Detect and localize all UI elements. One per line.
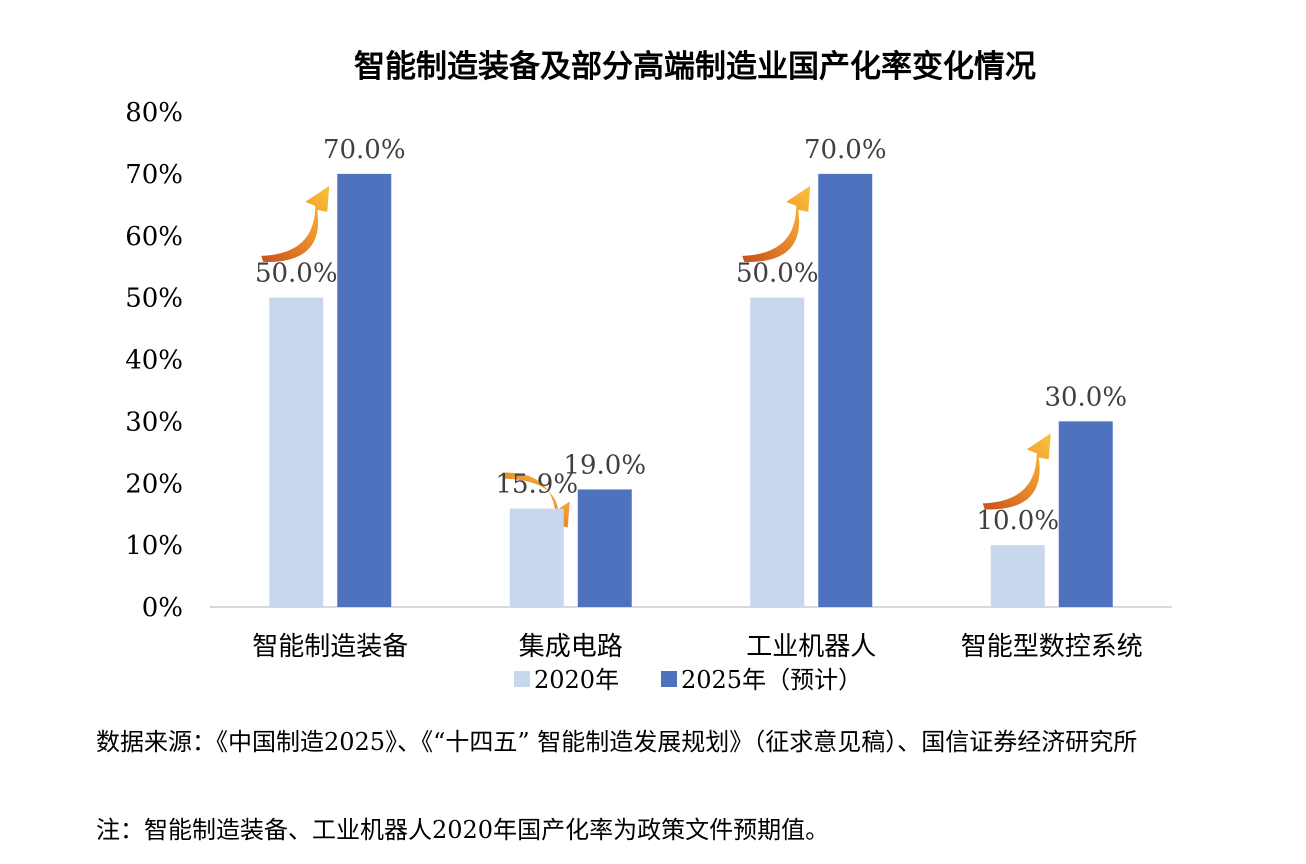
y-axis: 0% 10% 20% 30% 40% 50% 60% 70% 80%	[125, 98, 183, 623]
x-tick-label: 智能型数控系统	[961, 632, 1143, 662]
x-axis: 智能制造装备 集成电路 工业机器人 智能型数控系统	[252, 632, 1143, 662]
data-label: 30.0%	[1044, 382, 1127, 412]
data-label: 15.9%	[495, 470, 578, 500]
chart-title: 智能制造装备及部分高端制造业国产化率变化情况	[354, 49, 1036, 85]
bar-series1	[750, 297, 805, 607]
legend-swatch	[661, 671, 677, 687]
y-tick-label: 70%	[125, 160, 183, 190]
data-label: 70.0%	[323, 135, 406, 165]
y-tick-label: 40%	[125, 346, 183, 376]
bar-chart: 智能制造装备及部分高端制造业国产化率变化情况 0% 10% 20% 30% 40% 50%…	[125, 49, 1172, 694]
y-tick-label: 30%	[125, 407, 183, 437]
up-arrow-icon	[261, 185, 330, 262]
y-tick-label: 80%	[125, 98, 183, 128]
legend: 2020年 2025年（预计）	[514, 666, 862, 694]
legend-swatch	[514, 671, 530, 687]
bar-series2	[577, 489, 632, 607]
y-tick-label: 10%	[125, 531, 183, 561]
up-arrow-icon	[982, 433, 1051, 510]
up-arrow-icon	[742, 185, 811, 262]
legend-label: 2025年（预计）	[681, 666, 862, 694]
bar-series1	[990, 545, 1045, 607]
bar-series2	[337, 173, 392, 607]
y-tick-label: 0%	[142, 593, 183, 623]
legend-label: 2020年	[534, 666, 619, 694]
y-tick-label: 20%	[125, 469, 183, 499]
bar-series2	[1058, 421, 1113, 607]
bar-series1	[269, 297, 324, 607]
data-label: 70.0%	[804, 135, 887, 165]
y-tick-label: 60%	[125, 222, 183, 252]
data-label: 10.0%	[976, 506, 1059, 536]
data-label: 50.0%	[736, 259, 819, 289]
data-label: 19.0%	[563, 450, 646, 480]
y-tick-label: 50%	[125, 284, 183, 314]
x-tick-label: 集成电路	[519, 632, 623, 662]
x-tick-label: 智能制造装备	[252, 632, 408, 662]
source-note: 数据来源：《中国制造2025》、《“十四五” 智能制造发展规划》（征求意见稿）、…	[96, 728, 1138, 756]
footnote: 注：智能制造装备、工业机器人2020年国产化率为政策文件预期值。	[96, 816, 830, 844]
data-label: 50.0%	[255, 259, 338, 289]
bar-series1	[509, 508, 564, 607]
data-labels: 50.0% 70.0% 15.9%19.0% 50.0% 70.0% 10.0% 30.0%	[255, 135, 1127, 536]
x-tick-label: 工业机器人	[746, 632, 876, 662]
bar-series2	[818, 173, 873, 607]
bars	[269, 173, 1113, 607]
